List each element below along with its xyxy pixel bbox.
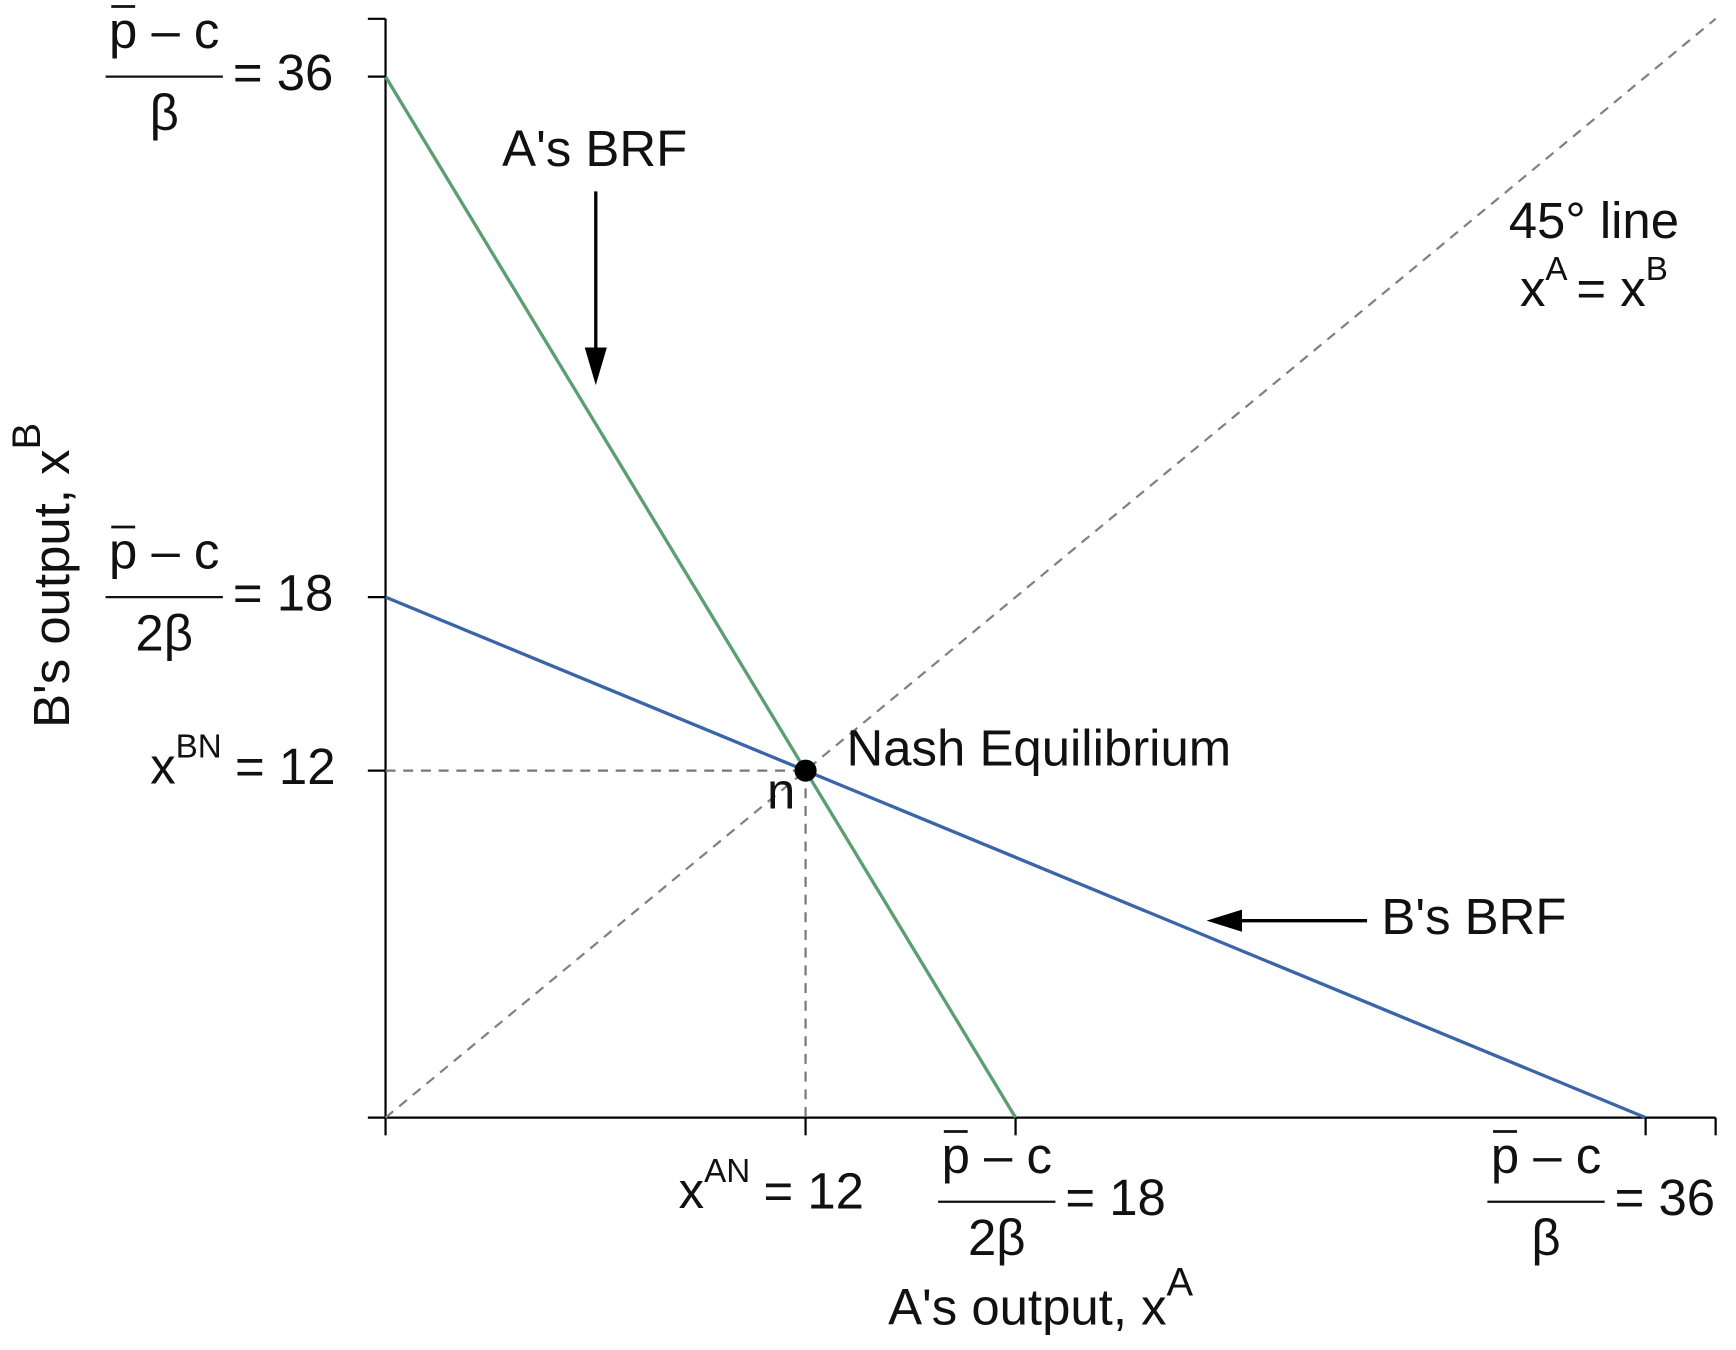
series-annotation: B's BRF (1381, 888, 1566, 945)
label-text: B's output, x (23, 449, 80, 727)
eq-part: = x (1576, 261, 1645, 318)
tick-denominator: β (150, 84, 179, 141)
tick-label: = 18 (1065, 1169, 1165, 1226)
equation: xA = xB (1520, 251, 1668, 318)
series-line (384, 595, 1647, 1120)
arrow-head (1206, 909, 1243, 932)
symbol: x (679, 1163, 704, 1220)
tick-label: = 12 (764, 1163, 864, 1220)
tick-symbol: xBN (150, 728, 222, 795)
symbol-sup: AN (704, 1153, 750, 1190)
tick-label: = 36 (233, 44, 333, 101)
symbol: x (150, 738, 175, 795)
point-annotation: Nash Equilibrium (847, 719, 1232, 776)
label-text: A's output, x (888, 1279, 1166, 1336)
point-label: n (767, 762, 795, 819)
tick-label: = 12 (235, 738, 335, 795)
tick-denominator: 2β (968, 1209, 1026, 1266)
nash-point (794, 759, 817, 782)
x-axis-label: A's output, xA (888, 1260, 1193, 1335)
series-line (384, 17, 1717, 1119)
series-annotation: A's BRF (502, 120, 687, 177)
tick-numerator: p – c (109, 2, 219, 59)
tick-denominator: 2β (135, 604, 193, 661)
series-annotation: 45° line (1509, 192, 1679, 249)
symbol-sup: BN (176, 728, 222, 765)
label-sup: A (1167, 1260, 1194, 1304)
eq-sup: B (1646, 251, 1668, 288)
label-sup: B (5, 423, 49, 450)
eq-sup: A (1545, 251, 1568, 288)
tick-numerator: p – c (109, 523, 219, 580)
tick-label: = 36 (1615, 1169, 1715, 1226)
tick-numerator: p – c (942, 1127, 1052, 1184)
tick-denominator: β (1531, 1209, 1560, 1266)
eq-part: x (1520, 261, 1545, 318)
tick-numerator: p – c (1491, 1127, 1601, 1184)
tick-symbol: xAN (679, 1153, 751, 1220)
tick-label: = 18 (233, 565, 333, 622)
arrow-head (584, 347, 607, 386)
y-axis-label: B's output, xB (5, 423, 80, 728)
series-line (384, 75, 1017, 1119)
